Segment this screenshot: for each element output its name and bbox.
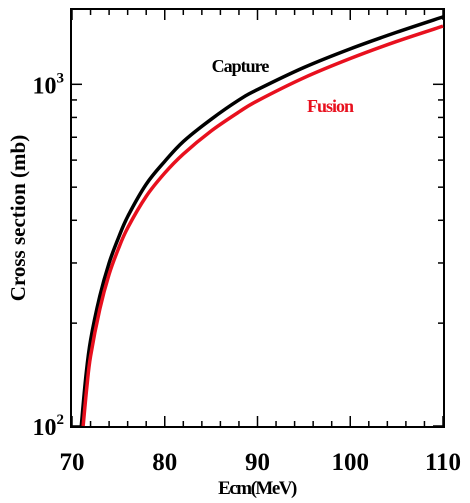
tick-labels: 70 80 90 100 110 102 103 [33,70,462,476]
axis-ticks [71,10,444,427]
x-tick-label: 90 [245,449,270,476]
y-axis-title: Cross section (mb) [6,135,30,301]
y-tick-label: 102 [33,412,65,441]
plot-frame [70,8,445,428]
y-tick-label: 103 [33,70,65,99]
series-lines [79,15,444,427]
x-tick-label: 100 [332,449,370,476]
x-tick-label: 110 [425,449,461,476]
series-line-capture [79,15,444,427]
series-label-capture: Capture [212,56,270,76]
x-tick-label: 70 [60,449,85,476]
series-label-fusion: Fusion [307,96,354,116]
series-line-fusion [81,24,444,427]
x-axis-title: Ecm(MeV) [218,478,297,499]
x-tick-label: 80 [152,449,177,476]
